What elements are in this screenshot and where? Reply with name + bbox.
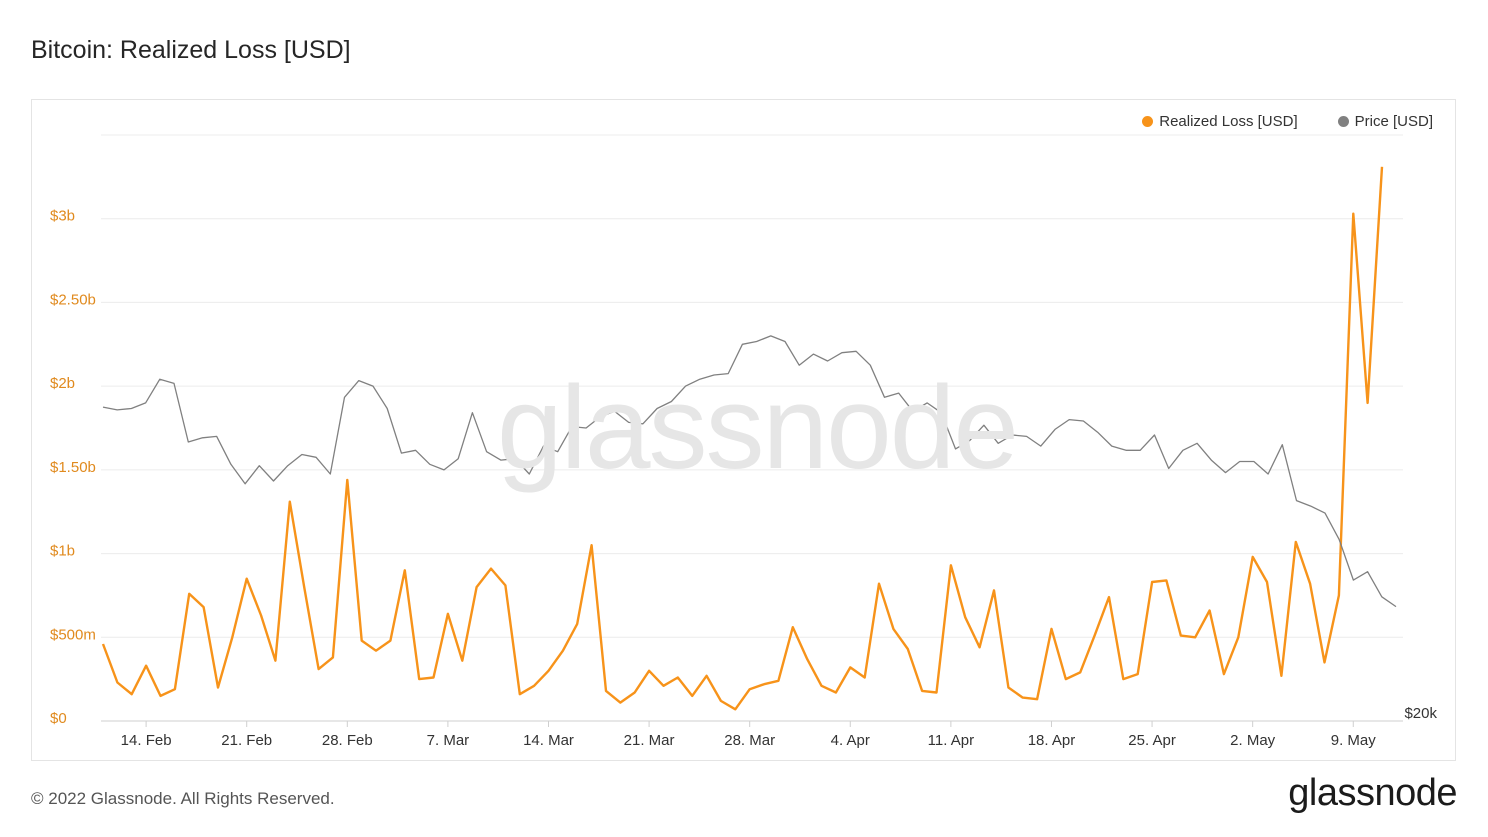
legend-item-realized-loss[interactable]: Realized Loss [USD]: [1142, 113, 1298, 130]
x-tick-label: 7. Mar: [427, 732, 470, 749]
x-tick-label: 14. Mar: [523, 732, 574, 749]
y-tick-label: $3b: [50, 208, 75, 225]
y-tick-label: $0: [50, 710, 67, 727]
x-tick-label: 21. Feb: [221, 732, 272, 749]
brand-logo[interactable]: glassnode: [1288, 772, 1457, 814]
x-tick-label: 11. Apr: [928, 732, 974, 749]
x-tick-label: 25. Apr: [1128, 732, 1176, 749]
x-tick-label: 9. May: [1331, 732, 1377, 749]
legend-label-price: Price [USD]: [1354, 113, 1433, 130]
y-tick-label: $1b: [50, 543, 75, 560]
x-tick-label: 18. Apr: [1028, 732, 1076, 749]
legend-label-realized-loss: Realized Loss [USD]: [1159, 113, 1298, 130]
y-tick-label: $2b: [50, 375, 75, 392]
x-tick-label: 2. May: [1230, 732, 1276, 749]
chart-legend: Realized Loss [USD] Price [USD]: [1142, 113, 1433, 130]
legend-dot-realized-loss: [1142, 116, 1154, 127]
chart-frame: [31, 99, 1456, 761]
y-right-tick-label: $20k: [1404, 705, 1437, 722]
price-line: [102, 335, 1397, 608]
legend-dot-price: [1337, 116, 1349, 127]
y-tick-label: $500m: [50, 626, 96, 643]
copyright-footer: © 2022 Glassnode. All Rights Reserved.: [31, 789, 335, 808]
legend-item-price[interactable]: Price [USD]: [1337, 113, 1433, 130]
watermark-logo: glassnode: [497, 362, 1019, 494]
x-tick-label: 21. Mar: [624, 732, 675, 749]
x-tick-label: 4. Apr: [831, 732, 870, 749]
chart-title: Bitcoin: Realized Loss [USD]: [31, 36, 351, 64]
x-tick-label: 14. Feb: [121, 732, 172, 749]
y-tick-label: $2.50b: [50, 291, 96, 308]
x-tick-label: 28. Mar: [724, 732, 775, 749]
x-tick-label: 28. Feb: [322, 732, 373, 749]
y-tick-label: $1.50b: [50, 459, 96, 476]
realized-loss-line: [101, 166, 1384, 711]
